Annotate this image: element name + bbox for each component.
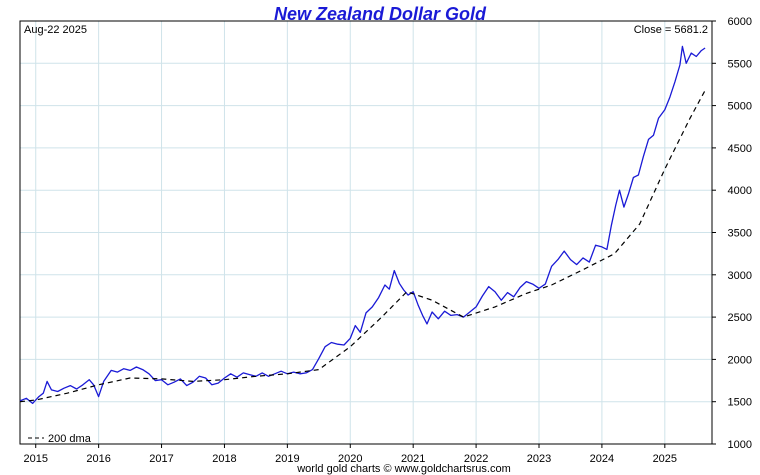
y-tick-label: 1500 [728, 397, 752, 409]
y-tick-label: 3000 [728, 270, 752, 282]
y-tick-label: 3500 [728, 228, 752, 240]
series-line-dma [19, 90, 706, 403]
y-tick-label: 2000 [728, 354, 752, 366]
y-tick-label: 5500 [728, 58, 752, 70]
date-label: Aug-22 2025 [24, 24, 87, 36]
y-axis: 1000 1500 2000 2500 3000 3500 4000 4500 5000 5500… [712, 16, 752, 451]
y-tick-label: 2500 [728, 312, 752, 324]
series-line-price [19, 45, 706, 405]
y-tick-label: 4500 [728, 143, 752, 155]
x-tick-label: 2017 [149, 453, 173, 465]
y-tick-label: 6000 [728, 16, 752, 28]
x-tick-label: 2022 [464, 453, 488, 465]
x-tick-label: 2021 [401, 453, 425, 465]
credit-text: world gold charts © www.goldchartsrus.co… [296, 463, 511, 475]
y-tick-label: 1000 [728, 439, 752, 451]
x-axis: 2015 2016 2017 2018 2019 2020 2021 2022 2023 2024… [23, 444, 677, 465]
grid [20, 20, 712, 445]
y-tick-label: 4000 [728, 185, 752, 197]
x-tick-label: 2018 [212, 453, 236, 465]
x-tick-label: 2019 [275, 453, 299, 465]
chart-title: New Zealand Dollar Gold [274, 4, 487, 24]
x-tick-label: 2024 [590, 453, 614, 465]
x-tick-label: 2023 [527, 453, 551, 465]
x-tick-label: 2015 [23, 453, 47, 465]
close-label: Close = 5681.2 [634, 24, 708, 36]
x-tick-label: 2025 [653, 453, 677, 465]
series-group [19, 45, 706, 405]
y-tick-label: 5000 [728, 101, 752, 113]
legend-dma-label: 200 dma [48, 433, 92, 445]
x-tick-label: 2020 [338, 453, 362, 465]
x-tick-label: 2016 [86, 453, 110, 465]
